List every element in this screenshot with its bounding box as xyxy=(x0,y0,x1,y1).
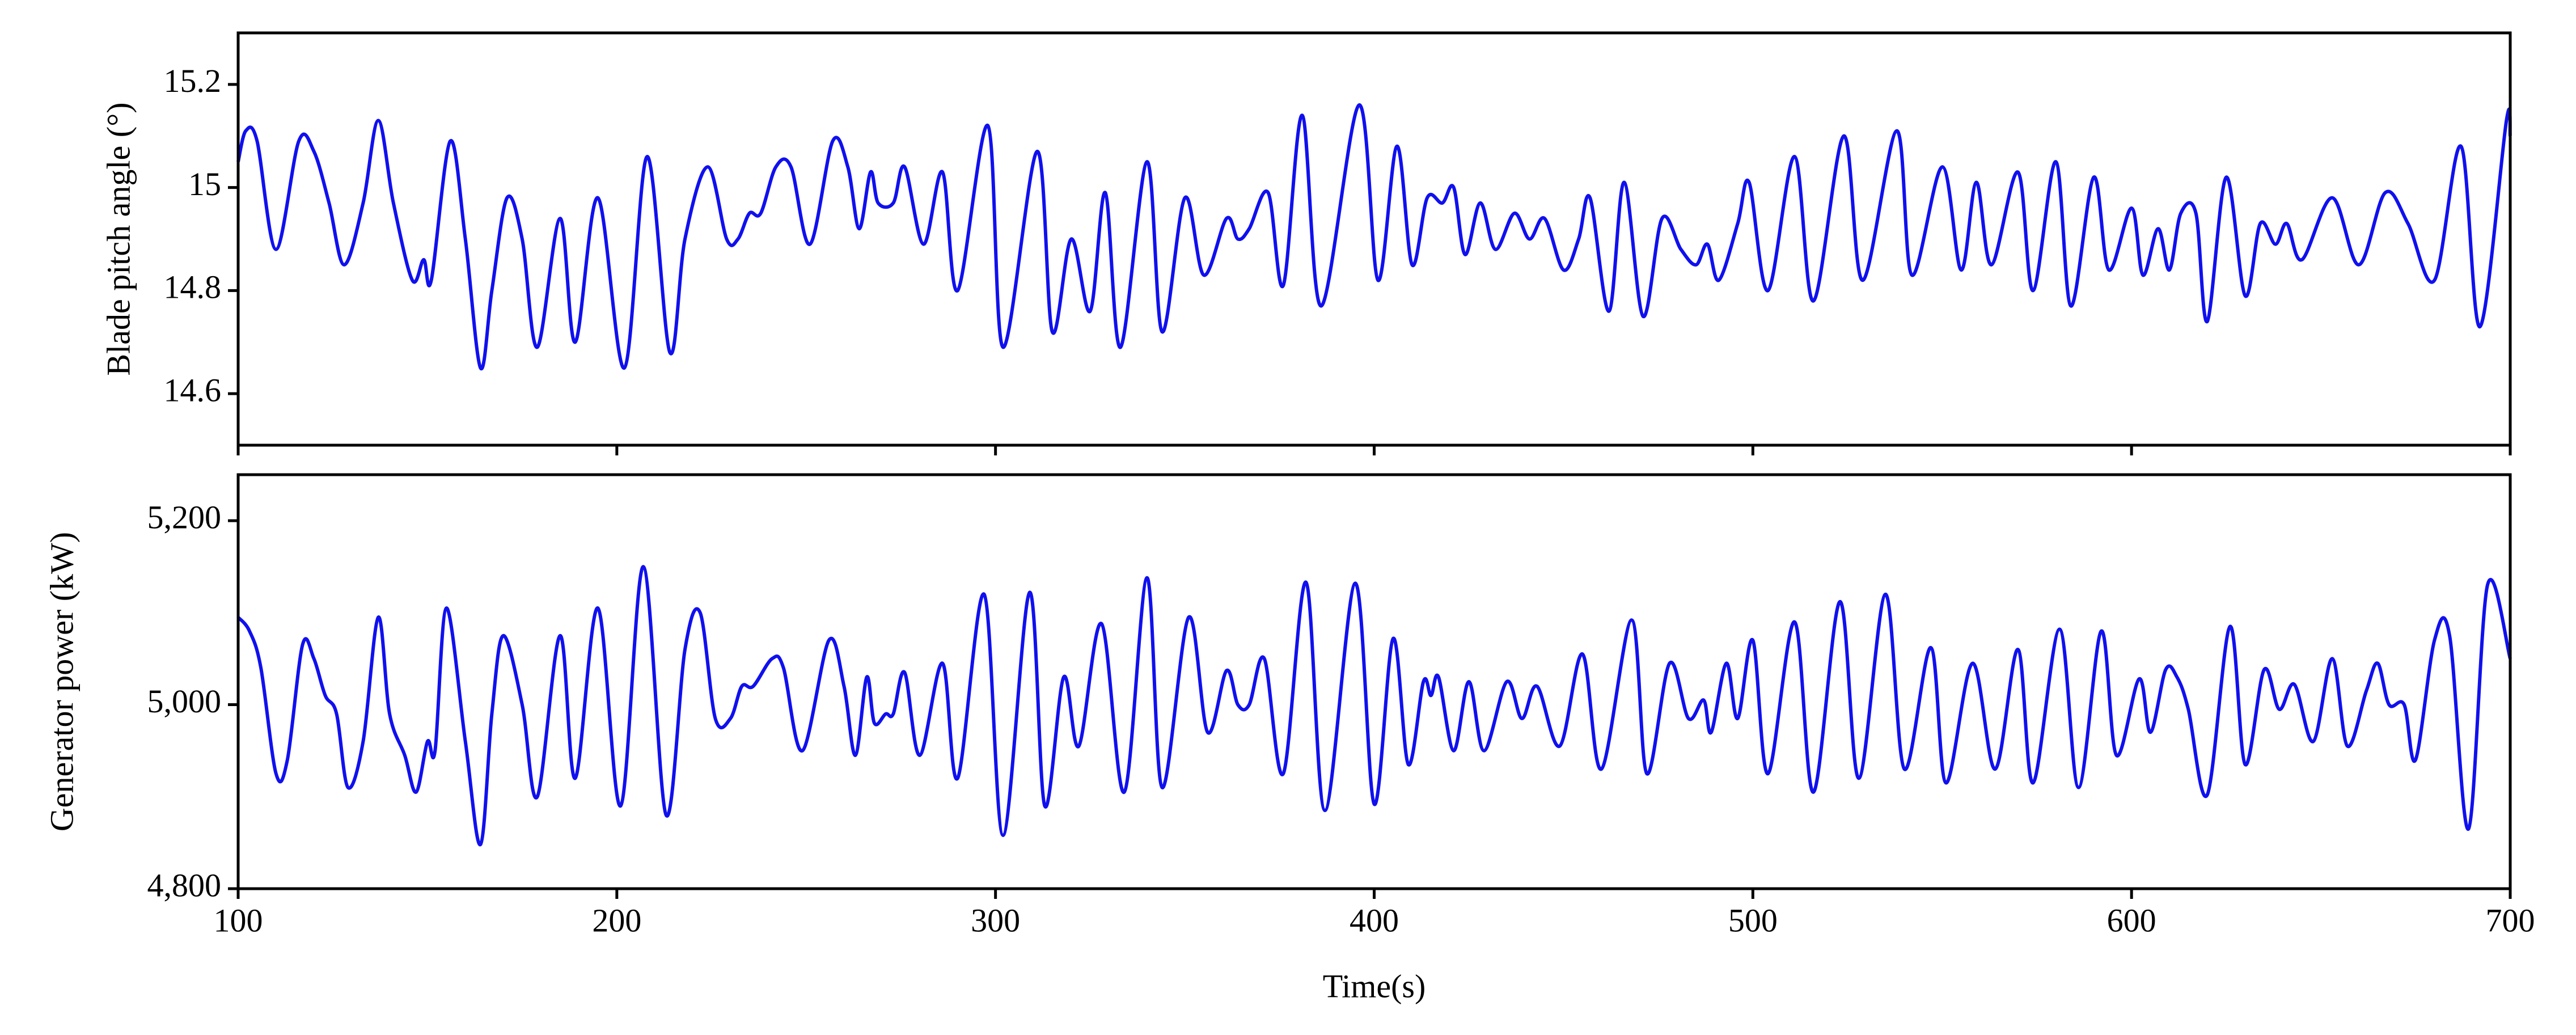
x-tick-label: 200 xyxy=(592,902,641,939)
x-axis-label: Time(s) xyxy=(1323,968,1426,1004)
x-tick-label: 100 xyxy=(214,902,263,939)
y-tick-label: 5,000 xyxy=(147,683,222,720)
x-tick-label: 600 xyxy=(2107,902,2156,939)
y-tick-label: 5,200 xyxy=(147,499,222,535)
data-line xyxy=(236,103,2512,371)
y-tick-label: 14.8 xyxy=(164,269,222,306)
x-tick-label: 700 xyxy=(2486,902,2535,939)
y-tick-label: 4,800 xyxy=(147,867,222,903)
y-tick-label: 15.2 xyxy=(164,62,222,99)
y-axis-label: Generator power (kW) xyxy=(43,532,80,831)
plot-frame xyxy=(236,473,2512,890)
y-axis-label: Blade pitch angle (°) xyxy=(100,102,137,375)
y-tick-label: 15 xyxy=(188,166,221,202)
y-tick-label: 14.6 xyxy=(164,371,222,408)
x-tick-label: 400 xyxy=(1350,902,1399,939)
x-tick-label: 300 xyxy=(971,902,1020,939)
x-tick-label: 500 xyxy=(1728,902,1778,939)
data-line xyxy=(236,565,2512,847)
